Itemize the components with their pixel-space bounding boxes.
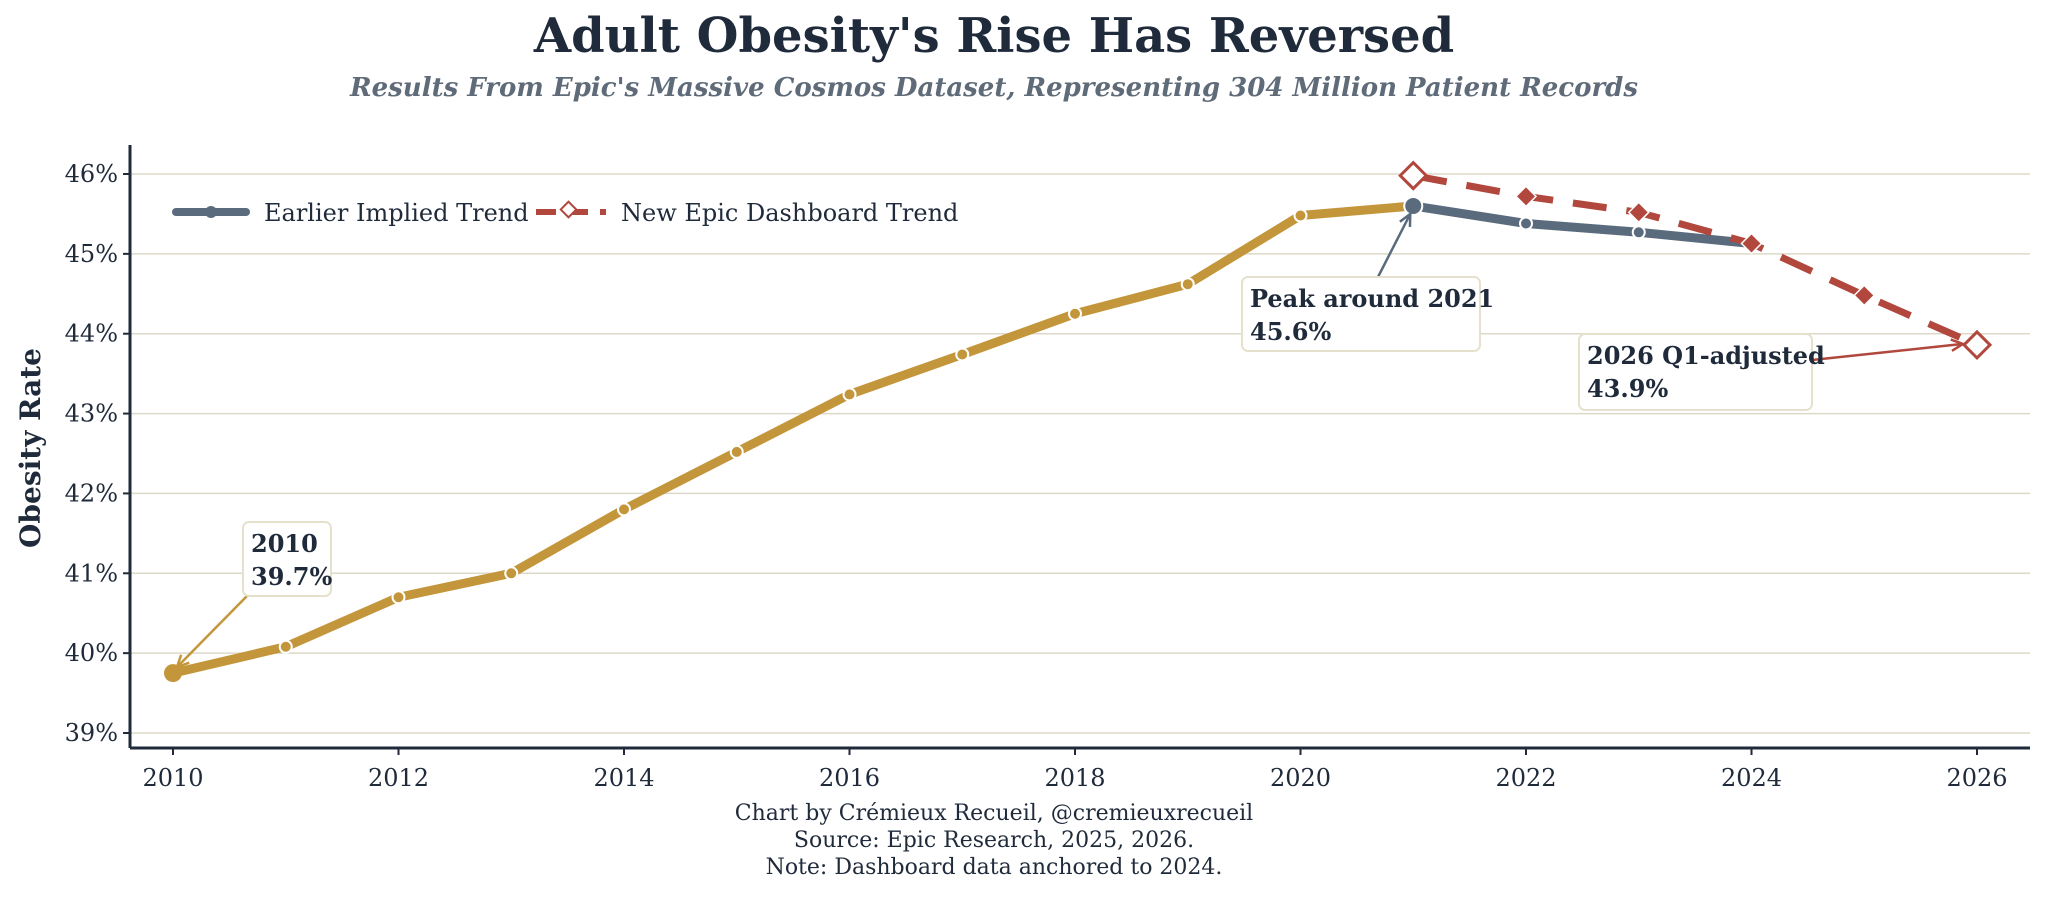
footer-source: Source: Epic Research, 2025, 2026.	[794, 828, 1194, 853]
data-point-new	[1740, 232, 1763, 255]
y-tick-label: 44%	[65, 320, 118, 348]
y-tick-label: 41%	[65, 559, 118, 587]
legend-new-marker	[559, 200, 578, 219]
data-point-earlier	[1519, 216, 1533, 231]
annotation-end-label-1: 2026 Q1-adjusted	[1587, 341, 1825, 370]
data-point-earlier	[1403, 195, 1424, 216]
legend-new-label: New Epic Dashboard Trend	[621, 199, 958, 227]
grid	[123, 173, 2030, 755]
data-point-historical	[1068, 306, 1082, 321]
annotation-start-box	[242, 521, 332, 597]
x-tick-label: 2012	[368, 764, 429, 792]
y-tick-label: 46%	[65, 160, 118, 188]
legend: Earlier Implied Trend New Epic Dashboard…	[172, 199, 958, 227]
annotation-start-arrow-line	[176, 595, 248, 668]
data-point-historical	[1180, 277, 1195, 292]
y-tick-label: 42%	[65, 479, 118, 507]
data-point-historical	[729, 444, 744, 459]
annotation-end-arrow-head	[1950, 338, 1966, 352]
y-tick-label: 39%	[65, 719, 118, 747]
x-tick-label: 2022	[1495, 764, 1556, 792]
footer-credit: Chart by Crémieux Recueil, @cremieuxrecu…	[735, 801, 1253, 826]
data-point-earlier	[1631, 225, 1646, 240]
series-line-earlier	[1408, 201, 1756, 248]
annotation-end-label-2: 43.9%	[1587, 374, 1668, 403]
annotation-start-label-2: 39.7%	[251, 562, 332, 591]
annotation-start-arrow-head	[174, 654, 190, 670]
markers	[164, 160, 1993, 683]
annotation-peak-box	[1241, 276, 1481, 352]
data-point-historical	[617, 502, 631, 517]
y-tick-label: 45%	[65, 240, 118, 268]
annotation-peak-label-1: Peak around 2021	[1250, 284, 1494, 313]
x-tick-label: 2020	[1270, 764, 1331, 792]
x-tick-label: 2016	[819, 764, 880, 792]
annotation-peak-arrow-line	[1376, 213, 1412, 278]
y-axis-label: Obesity Rate	[14, 348, 47, 548]
annotation-end-arrow-line	[1811, 342, 1964, 362]
series	[168, 172, 1979, 678]
annotation-start-label-1: 2010	[251, 529, 318, 558]
axes	[128, 145, 2030, 750]
annotations: 2010 39.7% Peak around 2021 45.6% 2026 Q1-ad…	[174, 211, 1966, 670]
annotation-peak-label-2: 45.6%	[1250, 317, 1331, 346]
data-point-historical	[504, 566, 519, 581]
x-tick-labels: 2010 2012 2014 2016 2018 2020 2022 2024 2026	[142, 764, 2007, 792]
data-point-historical	[1293, 208, 1308, 223]
chart-title: Adult Obesity's Rise Has Reversed	[533, 8, 1454, 64]
data-point-historical	[391, 590, 406, 605]
y-tick-label: 40%	[65, 639, 118, 667]
y-tick-labels: 39% 40% 41% 42% 43% 44% 45% 46%	[65, 160, 118, 747]
x-tick-label: 2024	[1721, 764, 1782, 792]
data-point-historical	[842, 387, 857, 402]
data-point-historical	[955, 347, 970, 362]
legend-earlier-marker	[205, 206, 217, 218]
x-tick-label: 2010	[142, 764, 203, 792]
x-tick-label: 2014	[593, 764, 654, 792]
data-point-new	[1514, 185, 1538, 208]
y-tick-label: 43%	[65, 400, 118, 428]
legend-earlier-label: Earlier Implied Trend	[264, 199, 529, 227]
data-point-historical	[164, 664, 182, 683]
series-line-new	[1412, 172, 1979, 349]
data-point-historical	[278, 639, 293, 654]
annotation-peak-arrow-head	[1399, 211, 1412, 227]
data-point-new	[1398, 160, 1429, 191]
x-tick-label: 2018	[1044, 764, 1105, 792]
annotation-end-box	[1578, 333, 1813, 411]
footer-note: Note: Dashboard data anchored to 2024.	[766, 855, 1223, 880]
data-point-new	[1853, 284, 1876, 307]
chart-subtitle: Results From Epic's Massive Cosmos Datas…	[349, 73, 1638, 103]
data-point-new	[1627, 201, 1650, 224]
data-point-new	[1961, 329, 1993, 361]
x-tick-label: 2026	[1946, 764, 2007, 792]
series-line-historical	[168, 201, 1418, 678]
